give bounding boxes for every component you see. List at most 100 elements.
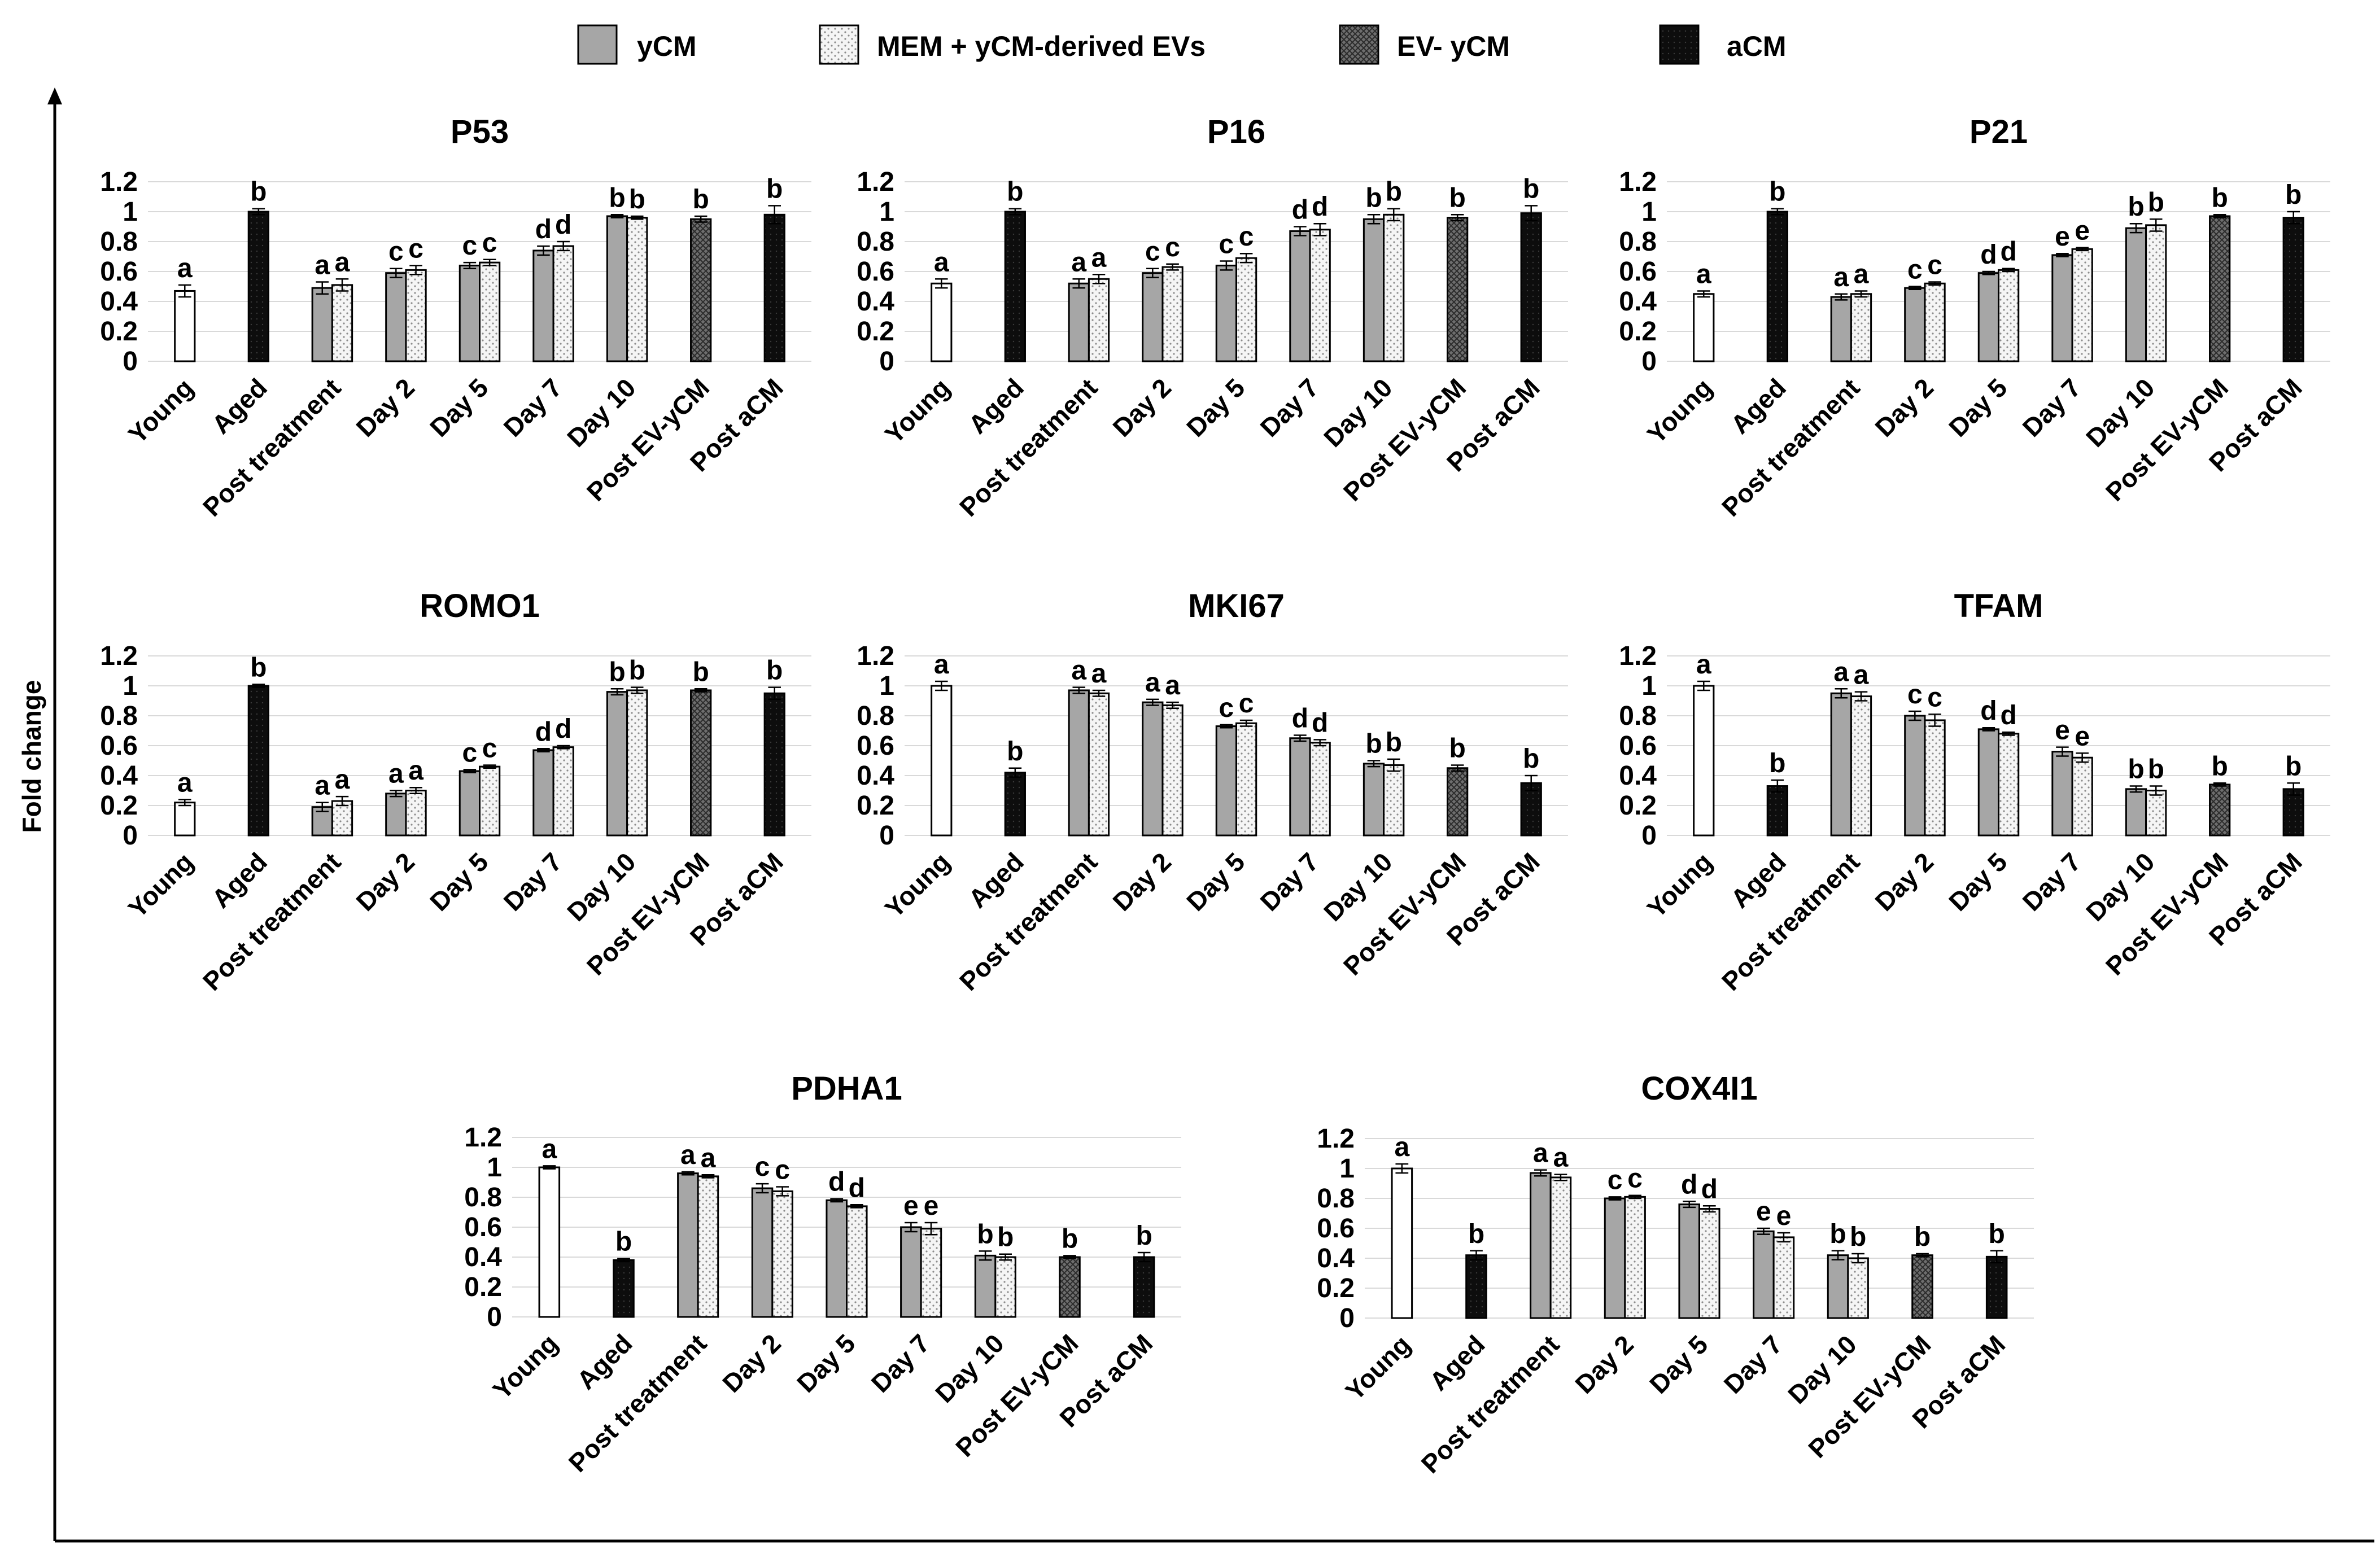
significance-label: d bbox=[555, 714, 571, 744]
error-bar bbox=[252, 684, 265, 688]
category-label: Day 2 bbox=[717, 1328, 787, 1398]
bar-day-7-mem bbox=[2071, 248, 2093, 362]
legend-label-acm: aCM bbox=[1727, 30, 1787, 62]
error-bar bbox=[537, 748, 550, 752]
bar-post-acm-acm bbox=[2282, 217, 2304, 362]
significance-label: c bbox=[1165, 233, 1180, 262]
significance-label: a bbox=[934, 650, 949, 680]
y-tick-label: 0.2 bbox=[857, 791, 894, 821]
significance-label: b bbox=[977, 1219, 993, 1249]
significance-label: b bbox=[2212, 751, 2228, 781]
y-tick-label: 0.6 bbox=[857, 257, 894, 287]
error-bar bbox=[630, 686, 644, 694]
error-bar bbox=[390, 268, 403, 278]
bar-young-young bbox=[1693, 685, 1715, 837]
significance-label: a bbox=[177, 253, 193, 283]
significance-label: a bbox=[1553, 1143, 1569, 1173]
y-tick-label: 0.6 bbox=[1619, 257, 1657, 287]
significance-label: b bbox=[629, 656, 645, 686]
error-bar bbox=[2129, 785, 2143, 793]
bar-post-treatment-mem bbox=[331, 284, 353, 362]
bar-young-young bbox=[538, 1166, 561, 1318]
significance-label: d bbox=[1701, 1174, 1718, 1204]
y-tick-label: 0 bbox=[1641, 821, 1657, 851]
bar-day-10-ycm bbox=[1363, 218, 1385, 362]
significance-label: a bbox=[1091, 243, 1107, 273]
significance-label: b bbox=[2148, 755, 2164, 785]
legend-label-mem: MEM + yCM-derived EVs bbox=[877, 30, 1206, 62]
bar-day-5-ycm bbox=[1215, 264, 1237, 362]
error-bar bbox=[252, 208, 265, 216]
error-bar bbox=[1072, 686, 1086, 694]
bar-day-5-mem bbox=[1998, 733, 2020, 837]
bar-day-10-ycm bbox=[606, 691, 628, 837]
panel-title: MKI67 bbox=[1188, 588, 1285, 624]
significance-label: b bbox=[609, 183, 625, 213]
significance-label: c bbox=[462, 738, 478, 768]
significance-label: d bbox=[1312, 708, 1328, 738]
error-bar bbox=[2287, 211, 2300, 225]
error-bar bbox=[463, 261, 477, 269]
outer-y-axis-arrow bbox=[47, 87, 62, 104]
bar-day-5-ycm bbox=[1977, 728, 1999, 837]
error-bar bbox=[1916, 1253, 1929, 1258]
bar-day-10-ycm bbox=[974, 1254, 997, 1318]
bar-day-2-ycm bbox=[1904, 287, 1926, 362]
category-label: Young bbox=[123, 847, 199, 923]
bar-day-7-ycm bbox=[532, 249, 554, 362]
legend-label-ycm: yCM bbox=[637, 30, 697, 62]
bar-day-2-ycm bbox=[1142, 272, 1164, 362]
bar-day-5-ycm bbox=[1977, 272, 1999, 362]
error-bar bbox=[1990, 1250, 2003, 1264]
significance-label: a bbox=[934, 247, 949, 277]
error-bar bbox=[1909, 286, 1922, 291]
category-label: Post treatment bbox=[197, 847, 347, 996]
y-tick-label: 0.4 bbox=[857, 761, 894, 791]
error-bar bbox=[557, 240, 570, 252]
bar-day-2-mem bbox=[1161, 266, 1184, 362]
category-label: Young bbox=[1641, 373, 1718, 449]
bar-day-7-mem bbox=[1309, 229, 1331, 362]
y-tick-label: 0.4 bbox=[1619, 761, 1657, 791]
error-bar bbox=[1831, 1250, 1845, 1260]
significance-label: b bbox=[693, 657, 709, 687]
bar-post-treatment-mem bbox=[1088, 692, 1110, 837]
error-bar bbox=[1313, 739, 1326, 747]
error-bar bbox=[1137, 1251, 1151, 1263]
category-label: Aged bbox=[206, 847, 273, 913]
significance-label: c bbox=[1239, 689, 1254, 719]
panel-title: P53 bbox=[451, 113, 509, 150]
error-bar bbox=[1777, 1232, 1791, 1243]
significance-label: d bbox=[828, 1167, 845, 1197]
category-label: Young bbox=[487, 1328, 564, 1405]
significance-label: b bbox=[2285, 751, 2302, 781]
bar-day-7-mem bbox=[1772, 1236, 1795, 1319]
significance-label: b bbox=[1914, 1222, 1931, 1252]
bar-post-treatment-mem bbox=[1850, 695, 1872, 837]
error-bar bbox=[1470, 1250, 1483, 1260]
outer-axes bbox=[47, 87, 2374, 1543]
category-label: Young bbox=[879, 373, 956, 449]
error-bar bbox=[2213, 782, 2226, 787]
significance-label: c bbox=[1907, 255, 1923, 285]
y-tick-label: 0.4 bbox=[1317, 1244, 1355, 1273]
error-bar bbox=[537, 245, 550, 256]
significance-label: a bbox=[1394, 1132, 1409, 1162]
bar-day-2-mem bbox=[1924, 719, 1946, 837]
bar-post-treatment-ycm bbox=[1068, 689, 1090, 837]
category-label: Post treatment bbox=[1716, 373, 1866, 522]
significance-label: b bbox=[1449, 733, 1466, 763]
significance-label: b bbox=[1007, 737, 1023, 767]
bar-young-young bbox=[1693, 293, 1715, 362]
category-label: Aged bbox=[571, 1328, 637, 1395]
bar-post-treatment-mem bbox=[1850, 293, 1872, 362]
category-label: Day 5 bbox=[1181, 373, 1251, 443]
error-bar bbox=[694, 215, 708, 223]
significance-label: a bbox=[1833, 657, 1849, 687]
significance-label: a bbox=[1833, 262, 1849, 292]
significance-label: b bbox=[1062, 1224, 1078, 1254]
error-bar bbox=[1395, 1163, 1409, 1174]
category-label: Day 7 bbox=[498, 847, 568, 917]
